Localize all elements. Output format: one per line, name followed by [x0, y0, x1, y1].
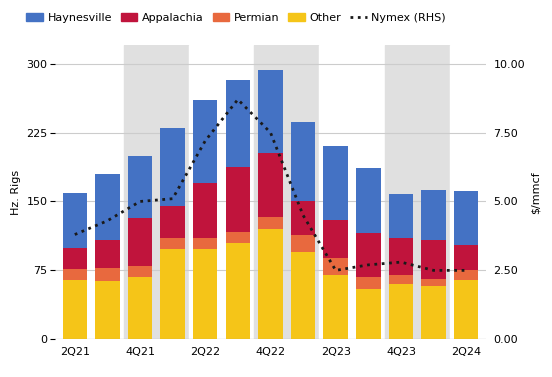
Bar	[320, 45, 385, 339]
Bar	[356, 233, 380, 277]
Bar	[161, 238, 185, 249]
Bar	[95, 240, 120, 268]
Bar	[421, 240, 446, 279]
Bar	[161, 206, 185, 238]
Bar	[128, 277, 152, 339]
Bar	[193, 238, 217, 249]
Bar	[95, 174, 120, 240]
Bar	[128, 266, 152, 277]
Bar	[385, 45, 450, 339]
Bar	[258, 217, 283, 229]
Bar	[258, 153, 283, 217]
Bar	[323, 259, 348, 275]
Bar	[128, 218, 152, 266]
Bar	[454, 270, 479, 280]
Bar	[356, 277, 380, 289]
Bar	[389, 194, 413, 238]
Bar	[454, 192, 479, 245]
Y-axis label: $/mmcf: $/mmcf	[530, 171, 540, 214]
Bar	[62, 280, 87, 339]
Bar	[193, 249, 217, 339]
Bar	[226, 80, 250, 167]
Bar	[389, 284, 413, 339]
Bar	[291, 201, 315, 236]
Bar	[95, 268, 120, 281]
Bar	[421, 286, 446, 339]
Bar	[254, 45, 320, 339]
Bar	[291, 252, 315, 339]
Bar	[450, 45, 482, 339]
Bar	[226, 243, 250, 339]
Bar	[454, 280, 479, 339]
Bar	[161, 128, 185, 206]
Bar	[189, 45, 254, 339]
Bar	[291, 123, 315, 201]
Bar	[62, 193, 87, 248]
Bar	[226, 167, 250, 232]
Bar	[389, 238, 413, 275]
Bar	[356, 289, 380, 339]
Bar	[421, 279, 446, 286]
Bar	[193, 100, 217, 183]
Bar	[258, 70, 283, 153]
Bar	[323, 146, 348, 220]
Bar	[389, 275, 413, 284]
Bar	[323, 220, 348, 259]
Bar	[128, 155, 152, 218]
Bar	[421, 190, 446, 240]
Bar	[161, 249, 185, 339]
Bar	[291, 236, 315, 252]
Bar	[95, 281, 120, 339]
Bar	[62, 248, 87, 268]
Legend: Haynesville, Appalachia, Permian, Other, Nymex (RHS): Haynesville, Appalachia, Permian, Other,…	[26, 12, 445, 23]
Bar	[323, 275, 348, 339]
Bar	[258, 229, 283, 339]
Bar	[193, 183, 217, 238]
Y-axis label: Hz. Rigs: Hz. Rigs	[10, 170, 21, 215]
Bar	[124, 45, 189, 339]
Bar	[356, 169, 380, 233]
Bar	[454, 245, 479, 270]
Bar	[59, 45, 124, 339]
Bar	[62, 268, 87, 280]
Bar	[226, 232, 250, 243]
